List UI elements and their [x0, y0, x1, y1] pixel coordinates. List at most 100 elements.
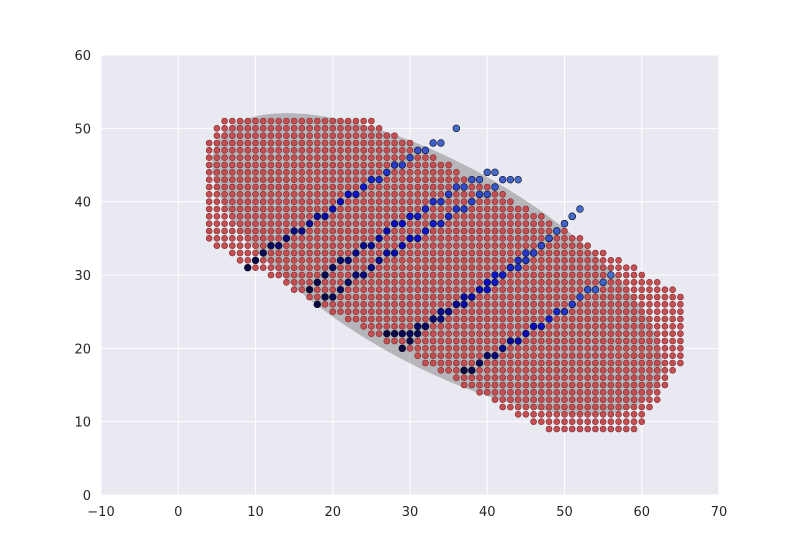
grid-point	[638, 381, 646, 389]
grid-point	[460, 249, 468, 257]
grid-point	[483, 249, 491, 257]
grid-point	[422, 271, 429, 279]
grid-point	[306, 117, 313, 125]
grid-point	[653, 301, 661, 308]
grid-point	[568, 293, 576, 301]
grid-point	[561, 257, 568, 264]
grid-point	[259, 169, 267, 176]
grid-point	[538, 330, 545, 337]
grid-point	[275, 154, 282, 161]
grid-point	[298, 132, 306, 139]
grid-point	[468, 205, 476, 213]
grid-point	[607, 286, 615, 293]
grid-point	[429, 337, 437, 345]
grid-point	[545, 374, 553, 381]
grid-point	[368, 235, 375, 242]
grid-point	[522, 345, 530, 352]
grid-point	[205, 154, 213, 161]
grid-point	[445, 330, 452, 337]
grid-point	[236, 227, 244, 235]
grid-point	[507, 308, 514, 315]
grid-point	[383, 191, 391, 198]
grid-point	[592, 271, 599, 279]
grid-point	[514, 293, 522, 301]
grid-point	[406, 264, 414, 271]
series-3-point	[483, 190, 491, 199]
grid-point	[352, 315, 360, 323]
series-6-point	[475, 359, 484, 367]
grid-point	[267, 176, 275, 183]
grid-point	[437, 183, 445, 191]
series-1-point	[336, 197, 345, 206]
grid-point	[406, 279, 414, 286]
grid-point	[584, 249, 591, 257]
grid-point	[267, 227, 275, 235]
grid-point	[445, 257, 452, 264]
grid-point	[522, 315, 530, 323]
grid-point	[530, 279, 537, 286]
grid-point	[398, 249, 406, 257]
grid-point	[491, 213, 499, 220]
grid-point	[445, 264, 452, 271]
grid-point	[661, 308, 669, 315]
grid-point	[530, 345, 537, 352]
grid-point	[491, 367, 499, 374]
grid-point	[630, 403, 638, 411]
series-2-point	[398, 219, 406, 228]
grid-point	[391, 293, 398, 301]
grid-point	[229, 169, 236, 176]
grid-point	[530, 271, 537, 279]
grid-point	[453, 337, 460, 345]
grid-point	[491, 198, 499, 205]
grid-point	[383, 308, 391, 315]
grid-point	[568, 359, 576, 367]
series-3-point	[444, 212, 453, 221]
grid-point	[530, 213, 537, 220]
grid-point	[530, 396, 537, 403]
grid-point	[236, 235, 244, 242]
grid-point	[445, 359, 452, 367]
grid-point	[615, 425, 622, 433]
grid-point	[553, 403, 561, 411]
series-5-point	[545, 234, 553, 243]
grid-point	[460, 374, 468, 381]
grid-point	[530, 220, 537, 227]
grid-point	[530, 315, 537, 323]
grid-point	[630, 418, 638, 425]
grid-point	[638, 345, 646, 352]
grid-point	[344, 147, 352, 154]
grid-point	[561, 315, 568, 323]
grid-point	[422, 249, 429, 257]
grid-point	[622, 308, 630, 315]
series-2-point	[452, 183, 461, 191]
grid-point	[622, 286, 630, 293]
grid-point	[453, 293, 460, 301]
grid-point	[306, 205, 313, 213]
grid-point	[344, 117, 352, 125]
series-1-point	[406, 153, 414, 162]
grid-point	[429, 227, 437, 235]
series-6-point	[506, 337, 515, 345]
grid-point	[383, 147, 391, 154]
grid-point	[545, 345, 553, 352]
grid-point	[661, 286, 669, 293]
series-3-point	[491, 183, 499, 191]
grid-point	[599, 337, 607, 345]
grid-point	[568, 323, 576, 330]
series-1-point	[421, 146, 430, 155]
grid-point	[468, 323, 476, 330]
grid-point	[290, 139, 298, 147]
series-6-point	[483, 351, 491, 360]
grid-point	[568, 345, 576, 352]
grid-point	[453, 359, 460, 367]
grid-point	[615, 264, 622, 271]
series-5-point	[491, 271, 499, 279]
grid-point	[553, 271, 561, 279]
grid-point	[360, 132, 367, 139]
grid-point	[468, 330, 476, 337]
grid-point	[499, 213, 507, 220]
grid-point	[553, 235, 561, 242]
grid-point	[437, 169, 445, 176]
grid-point	[491, 249, 499, 257]
grid-point	[545, 330, 553, 337]
